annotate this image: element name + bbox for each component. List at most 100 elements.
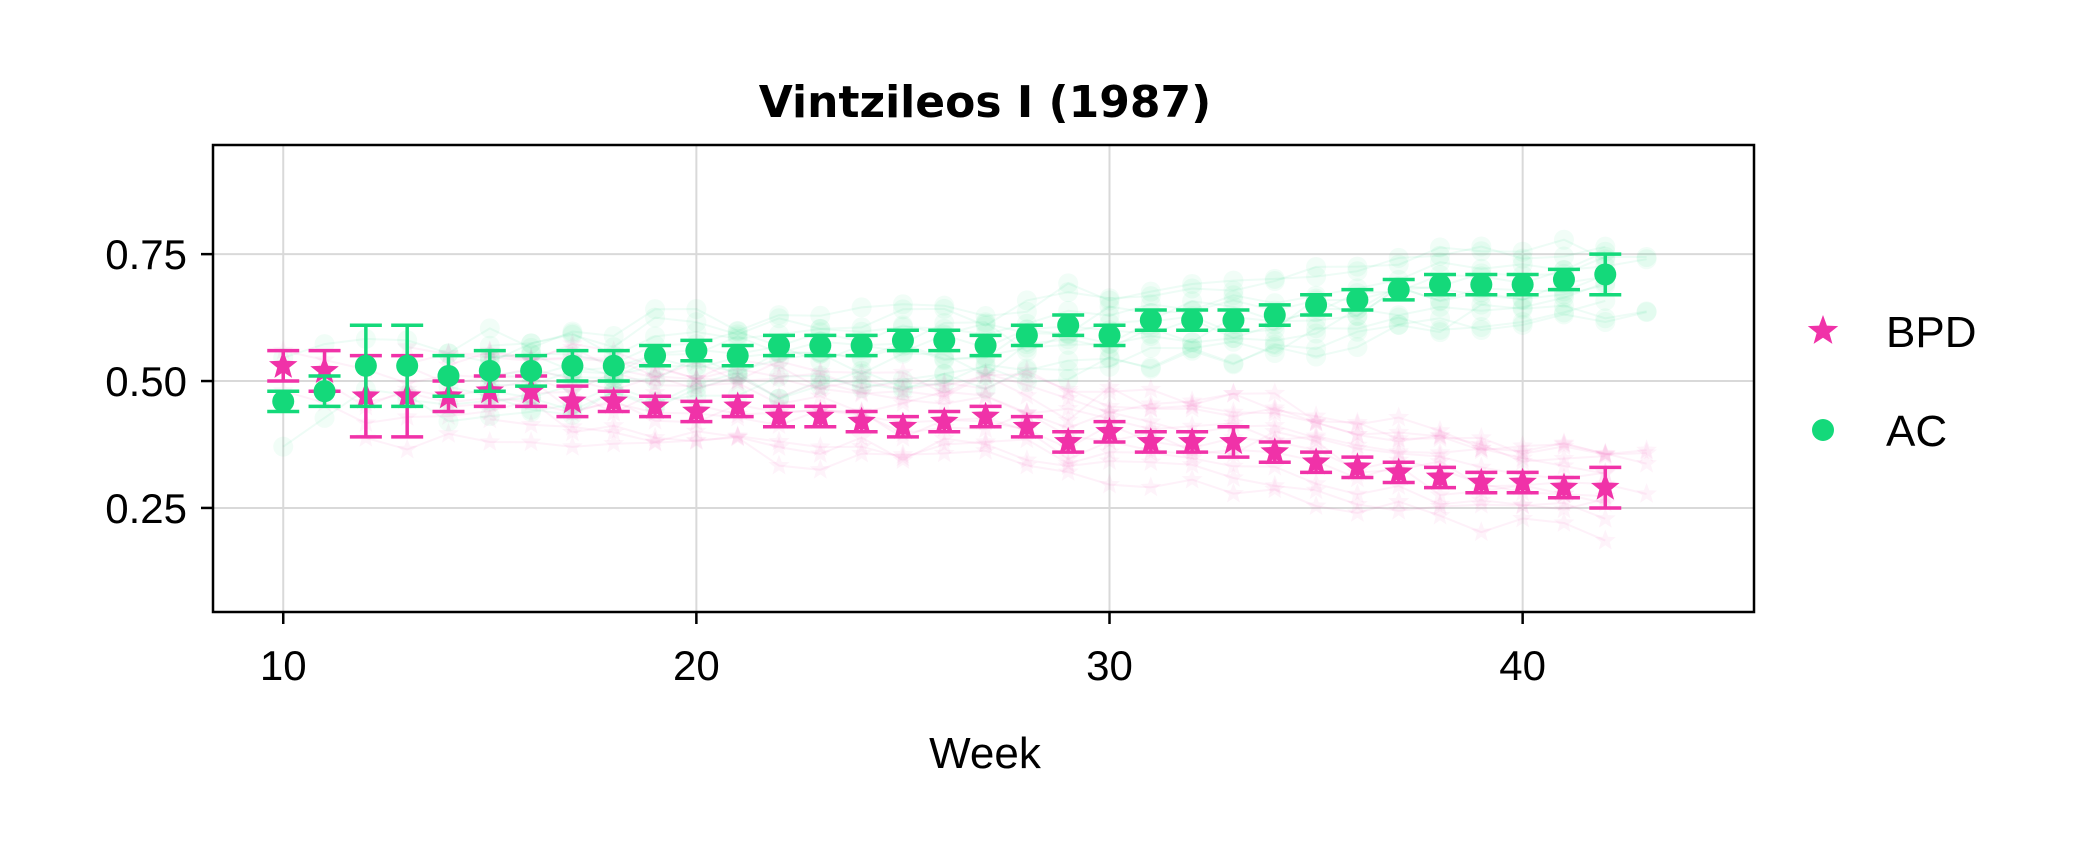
background-point: [727, 324, 748, 345]
background-point: [1471, 241, 1492, 262]
background-point: [1429, 425, 1451, 446]
background-point: [1471, 236, 1492, 257]
background-point: [1594, 507, 1616, 528]
background-point: [1347, 337, 1368, 358]
background-point: [1429, 419, 1451, 440]
data-point: [269, 350, 298, 378]
background-point: [1430, 308, 1451, 329]
legend-marker-bpd: [1807, 315, 1839, 344]
background-trace-line: [489, 418, 1606, 520]
background-point: [1429, 441, 1451, 462]
chart-title: Vintzileos I (1987): [759, 77, 1211, 128]
background-point: [1099, 376, 1120, 397]
background-point: [1140, 337, 1161, 358]
background-point: [1223, 482, 1244, 503]
background-point: [396, 438, 418, 459]
background-point: [1553, 295, 1574, 316]
background-point: [1264, 455, 1286, 476]
background-point: [933, 382, 955, 403]
background-point: [603, 421, 625, 442]
background-point: [1553, 304, 1574, 325]
background-point: [1223, 280, 1244, 301]
data-point: [971, 401, 1000, 429]
background-point: [1140, 397, 1162, 418]
legend-marker-ac: [1812, 419, 1834, 441]
background-point: [1099, 473, 1120, 494]
background-point: [1346, 502, 1368, 522]
background-point: [1306, 338, 1327, 359]
background-point: [645, 326, 666, 347]
background-point: [1346, 437, 1368, 458]
background-point: [1099, 347, 1120, 368]
data-point: [561, 354, 584, 377]
background-point: [809, 377, 831, 398]
data-point: [516, 376, 546, 404]
background-point: [727, 326, 748, 347]
data-point: [1429, 273, 1452, 296]
data-point: [1305, 293, 1328, 316]
background-point: [1470, 456, 1492, 477]
background-point: [1099, 395, 1120, 416]
background-point: [1388, 490, 1410, 511]
background-point: [1223, 285, 1244, 306]
data-point: [1467, 467, 1496, 495]
background-point: [562, 332, 583, 353]
background-point: [1512, 494, 1534, 515]
data-point: [558, 386, 587, 414]
data-point: [1139, 309, 1162, 332]
data-point: [1425, 462, 1455, 490]
background-point: [1388, 254, 1409, 275]
background-point: [1347, 256, 1368, 277]
background-point: [1388, 430, 1410, 451]
background-point: [892, 294, 913, 315]
background-point: [1182, 273, 1203, 294]
data-point: [726, 344, 749, 367]
data-point: [764, 401, 794, 429]
background-point: [562, 323, 583, 344]
background-point: [1388, 314, 1409, 335]
background-point: [1594, 443, 1616, 464]
background-point: [521, 337, 542, 358]
background-point: [727, 320, 748, 341]
background-point: [644, 365, 666, 386]
background-point: [1512, 450, 1534, 471]
background-point: [644, 365, 666, 386]
background-point: [1140, 451, 1162, 471]
data-point: [437, 364, 460, 387]
data-point: [1015, 324, 1038, 347]
background-point: [1470, 437, 1492, 458]
data-point: [723, 391, 752, 419]
background-point: [975, 315, 996, 336]
data-point: [685, 339, 708, 362]
background-point: [1429, 493, 1451, 514]
background-point: [934, 298, 955, 319]
background-point: [1264, 397, 1286, 417]
background-point: [479, 400, 501, 421]
background-point: [1553, 302, 1574, 323]
background-point: [644, 409, 666, 430]
data-point: [682, 396, 711, 424]
background-point: [1140, 281, 1161, 302]
background-point: [1470, 433, 1492, 454]
background-point: [520, 431, 542, 452]
background-trace-line: [489, 281, 1606, 399]
background-point: [1346, 493, 1368, 514]
background-point: [1016, 360, 1037, 381]
background-point: [851, 442, 873, 463]
background-point: [1181, 468, 1203, 489]
background-point: [1223, 270, 1244, 291]
background-point: [438, 343, 459, 364]
background-point: [934, 295, 955, 316]
background-point: [1181, 394, 1203, 415]
data-point: [891, 329, 914, 352]
background-point: [892, 449, 914, 469]
background-point: [1553, 246, 1574, 267]
background-point: [1140, 378, 1162, 399]
background-point: [1306, 323, 1327, 344]
background-point: [1099, 441, 1120, 461]
background-point: [1636, 452, 1657, 473]
background-point: [975, 312, 996, 333]
data-point: [930, 406, 959, 434]
background-point: [768, 436, 790, 456]
background-point: [479, 431, 501, 451]
